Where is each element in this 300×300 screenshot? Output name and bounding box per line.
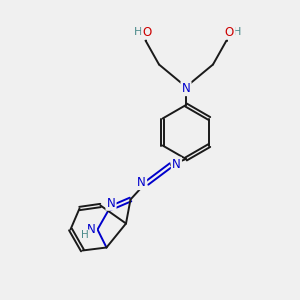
Text: H: H	[81, 230, 89, 241]
Text: N: N	[137, 176, 146, 189]
Text: N: N	[182, 82, 190, 95]
Text: O: O	[225, 26, 234, 39]
Text: H: H	[233, 27, 241, 37]
Text: N: N	[172, 158, 181, 171]
Text: O: O	[142, 26, 152, 39]
Text: N: N	[106, 196, 116, 210]
Text: H: H	[134, 27, 142, 37]
Text: N: N	[87, 223, 96, 236]
